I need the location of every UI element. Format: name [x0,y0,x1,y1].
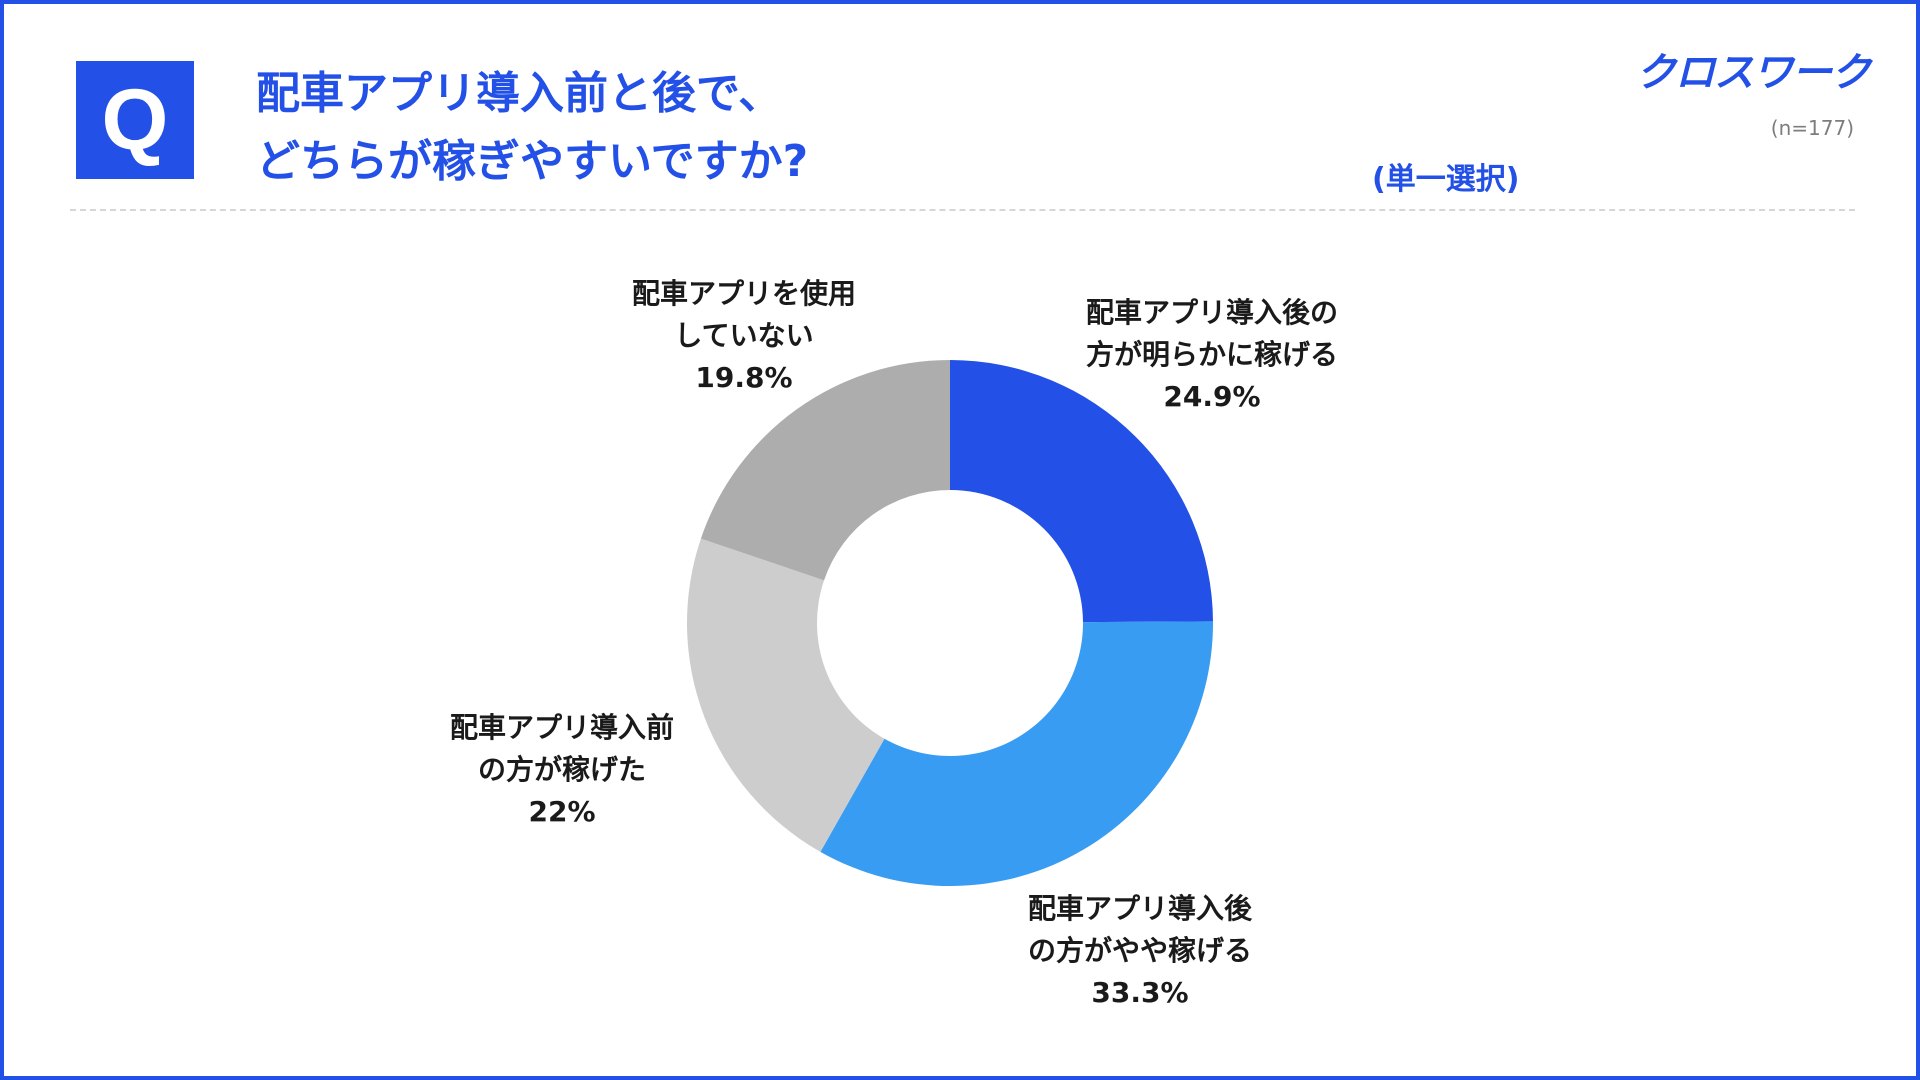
slice-value-label: 33.3% [1091,976,1188,1009]
slice-category-label: 配車アプリを使用 [632,277,856,310]
answer-mode: (単一選択) [1372,162,1520,197]
question-line-2: どちらが稼ぎやすいですか? [256,136,809,187]
question-line-1: 配車アプリ導入前と後で、 [256,68,783,119]
slice-category-label: 配車アプリ導入後 [1028,892,1253,925]
slice-category-label: していない [674,319,813,352]
slice-category-label: 方が明らかに稼げる [1086,338,1338,371]
donut-slice-1 [950,360,1213,623]
divider [70,209,1855,211]
donut-slice-3 [687,538,885,852]
slice-value-label: 24.9% [1163,380,1260,413]
slice-category-label: 配車アプリ導入後の [1086,296,1338,329]
slice-value-label: 19.8% [695,361,792,394]
brand-logo: クロスワーク [1636,50,1871,96]
slice-category-label: の方がやや稼げる [1028,934,1252,967]
slice-category-label: 配車アプリ導入前 [450,711,674,744]
question-badge: Q [76,61,194,179]
slice-value-label: 22% [528,795,595,828]
donut-slice-2 [820,621,1213,886]
sample-size: (n=177) [1770,116,1854,140]
donut-slice-4 [700,360,950,581]
question-title: 配車アプリ導入前と後で、 どちらが稼ぎやすいですか? [256,60,808,196]
slice-category-label: の方が稼げた [478,753,646,786]
